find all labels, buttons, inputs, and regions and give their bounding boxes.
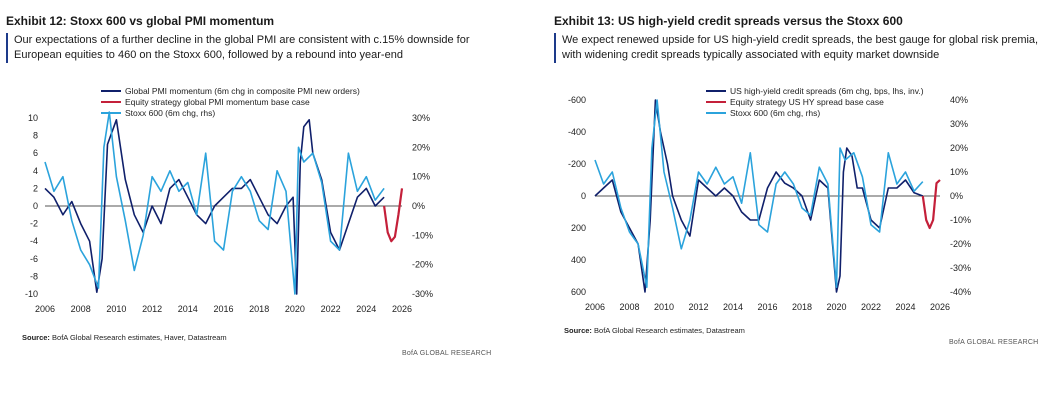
legend-label-1: US high-yield credit spreads (6m chg, bp… bbox=[730, 86, 924, 96]
x-tick-label: 2018 bbox=[792, 302, 812, 312]
y-right-tick-label: 40% bbox=[950, 95, 968, 105]
x-tick-label: 2018 bbox=[249, 304, 269, 314]
exhibit-12-panel: Exhibit 12: Stoxx 600 vs global PMI mome… bbox=[0, 0, 525, 412]
y-left-tick-label: 10 bbox=[28, 113, 38, 123]
exhibit-13-chart: -600 -400 -200 0 200 400 600 40% 30% 20% 10% 0% -10%… bbox=[568, 86, 971, 312]
x-tick-label: 2022 bbox=[321, 304, 341, 314]
exhibit-12-description: Our expectations of a further decline in… bbox=[6, 33, 504, 63]
y-left-tick-label: -600 bbox=[568, 95, 586, 105]
x-tick-label: 2020 bbox=[826, 302, 846, 312]
y-left-tick-label: -200 bbox=[568, 159, 586, 169]
y-left-tick-label: 200 bbox=[571, 223, 586, 233]
series-line-3 bbox=[44, 111, 385, 295]
y-left-tick-label: -6 bbox=[30, 254, 38, 264]
exhibit-13-panel: Exhibit 13: US high-yield credit spreads… bbox=[548, 0, 1051, 412]
series-line-2 bbox=[383, 188, 404, 243]
exhibit-13-description: We expect renewed upside for US high-yie… bbox=[554, 33, 1051, 63]
x-tick-label: 2016 bbox=[757, 302, 777, 312]
y-left-tick-label: 6 bbox=[33, 148, 38, 158]
y-right-tick-label: -20% bbox=[950, 239, 971, 249]
y-left-tick-label: 2 bbox=[33, 183, 38, 193]
exhibit-12-title: Exhibit 12: Stoxx 600 vs global PMI mome… bbox=[6, 14, 275, 28]
y-right-tick-label: -10% bbox=[412, 230, 433, 240]
y-right-tick-label: -10% bbox=[950, 215, 971, 225]
x-tick-label: 2010 bbox=[106, 304, 126, 314]
x-tick-label: 2008 bbox=[71, 304, 91, 314]
x-tick-label: 2012 bbox=[688, 302, 708, 312]
exhibit-12-source: Source: BofA Global Research estimates, … bbox=[22, 333, 227, 342]
y-right-tick-label: 20% bbox=[412, 142, 430, 152]
x-tick-label: 2014 bbox=[723, 302, 743, 312]
x-tick-label: 2006 bbox=[585, 302, 605, 312]
series-line-1 bbox=[594, 99, 924, 293]
y-left-tick-label: 8 bbox=[33, 131, 38, 141]
series-line-2 bbox=[921, 179, 941, 230]
y-right-tick-label: -20% bbox=[412, 260, 433, 270]
x-tick-label: 2022 bbox=[861, 302, 881, 312]
exhibit-12-chart: 10 8 6 4 2 0 -2 -4 -6 -8 -10 30% 20% 10% 0% -10% -20% -30… bbox=[25, 86, 433, 314]
y-right-tick-label: 30% bbox=[950, 119, 968, 129]
legend-label-2: Equity strategy global PMI momentum base… bbox=[125, 97, 310, 107]
y-left-tick-label: -4 bbox=[30, 236, 38, 246]
x-tick-label: 2024 bbox=[356, 304, 376, 314]
y-right-tick-label: 10% bbox=[412, 172, 430, 182]
x-tick-label: 2016 bbox=[213, 304, 233, 314]
y-left-tick-label: 0 bbox=[581, 191, 586, 201]
legend-label-3: Stoxx 600 (6m chg, rhs) bbox=[125, 108, 215, 118]
y-right-tick-label: -30% bbox=[950, 263, 971, 273]
series-line-1 bbox=[44, 119, 385, 295]
y-right-tick-label: 0% bbox=[412, 201, 425, 211]
legend-label-1: Global PMI momentum (6m chg in composite… bbox=[125, 86, 360, 96]
y-left-tick-label: 0 bbox=[33, 201, 38, 211]
y-right-tick-label: -40% bbox=[950, 287, 971, 297]
y-left-tick-label: -2 bbox=[30, 219, 38, 229]
x-tick-label: 2006 bbox=[35, 304, 55, 314]
x-tick-label: 2026 bbox=[392, 304, 412, 314]
exhibit-13-title: Exhibit 13: US high-yield credit spreads… bbox=[554, 14, 903, 28]
y-right-tick-label: -30% bbox=[412, 289, 433, 299]
x-tick-label: 2014 bbox=[178, 304, 198, 314]
x-tick-label: 2012 bbox=[142, 304, 162, 314]
y-left-tick-label: -8 bbox=[30, 271, 38, 281]
x-tick-label: 2026 bbox=[930, 302, 950, 312]
series-line-3 bbox=[594, 99, 924, 289]
y-right-tick-label: 30% bbox=[412, 113, 430, 123]
legend-label-2: Equity strategy US HY spread base case bbox=[730, 97, 884, 107]
exhibit-12-brand: BofA GLOBAL RESEARCH bbox=[402, 350, 492, 357]
y-right-tick-label: 20% bbox=[950, 143, 968, 153]
y-left-tick-label: 4 bbox=[33, 166, 38, 176]
y-left-tick-label: 600 bbox=[571, 287, 586, 297]
legend-label-3: Stoxx 600 (6m chg, rhs) bbox=[730, 108, 820, 118]
x-tick-label: 2020 bbox=[285, 304, 305, 314]
y-left-tick-label: 400 bbox=[571, 255, 586, 265]
exhibit-13-brand: BofA GLOBAL RESEARCH bbox=[949, 339, 1039, 346]
x-tick-label: 2010 bbox=[654, 302, 674, 312]
exhibit-13-source: Source: BofA Global Research estimates, … bbox=[564, 326, 745, 335]
y-right-tick-label: 0% bbox=[950, 191, 963, 201]
y-left-tick-label: -10 bbox=[25, 289, 38, 299]
x-tick-label: 2008 bbox=[619, 302, 639, 312]
y-left-tick-label: -400 bbox=[568, 127, 586, 137]
y-right-tick-label: 10% bbox=[950, 167, 968, 177]
x-tick-label: 2024 bbox=[895, 302, 915, 312]
